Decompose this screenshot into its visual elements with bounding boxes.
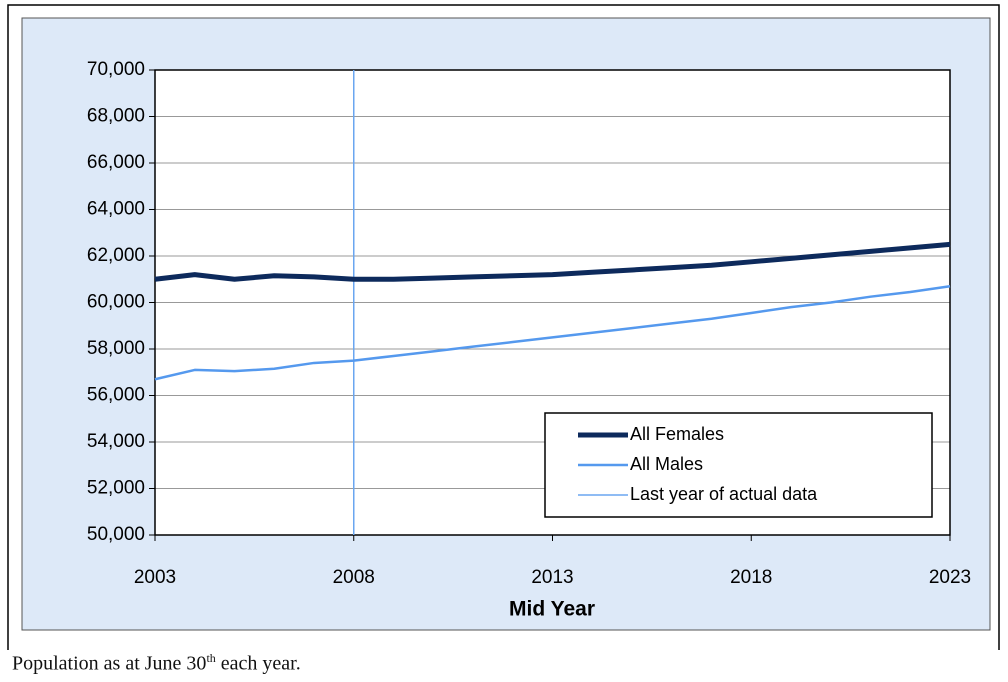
series-line [154,284,951,381]
x-axis-title: Mid Year [509,598,595,621]
series-line [154,241,951,282]
y-tick-label: 56,000 [87,385,145,406]
y-tick-label: 70,000 [87,59,145,80]
x-tick-label: 2023 [929,567,971,588]
y-tick-label: 66,000 [87,152,145,173]
caption-text: each year. [215,652,301,675]
legend-label: Last year of actual data [630,484,818,504]
chart: Mid Year 50,000 52,000 54,000 56,000 58,000 6… [7,4,1000,650]
y-tick-label: 62,000 [87,245,145,266]
legend-label: All Males [630,454,703,474]
y-tick-label: 58,000 [87,338,145,359]
y-tick-label: 68,000 [87,106,145,127]
legend-label: All Females [630,424,724,444]
outer-frame [7,4,1000,650]
caption: Population as at June 30th each year. [12,651,301,676]
x-tick-label: 2003 [134,567,176,588]
x-tick-label: 2008 [333,567,375,588]
y-tick-label: 64,000 [87,199,145,220]
caption-superscript: th [206,651,216,665]
x-tick-label: 2013 [531,567,573,588]
x-tick-label: 2018 [730,567,772,588]
caption-text: Population as at June 30 [12,652,207,675]
y-tick-label: 60,000 [87,292,145,313]
plot-border [154,69,951,536]
y-tick-label: 52,000 [87,478,145,499]
y-tick-label: 50,000 [87,524,145,545]
y-tick-label: 54,000 [87,431,145,452]
